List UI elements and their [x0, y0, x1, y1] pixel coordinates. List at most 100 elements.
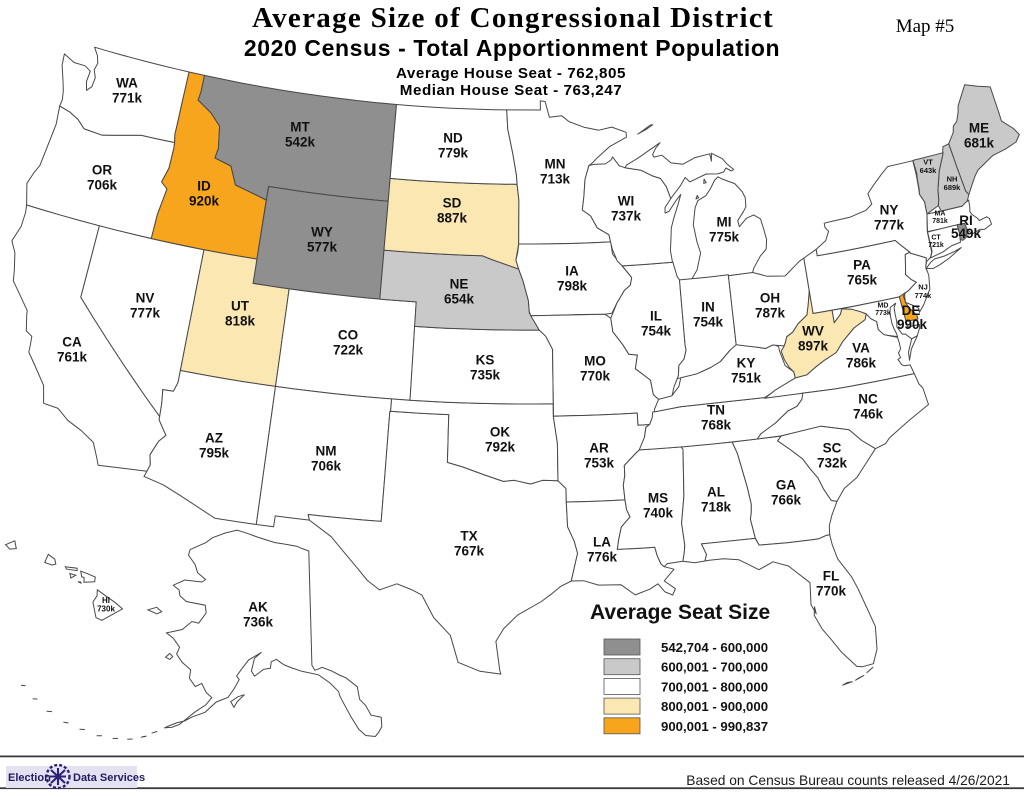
svg-text:NH: NH [947, 175, 958, 184]
svg-text:NM: NM [316, 444, 337, 459]
svg-text:767k: 767k [454, 544, 485, 559]
svg-text:WY: WY [311, 225, 333, 240]
svg-text:798k: 798k [557, 279, 588, 294]
svg-text:2020 Census - Total Apportionm: 2020 Census - Total Apportionment Popula… [244, 35, 780, 61]
svg-text:774k: 774k [915, 291, 933, 300]
svg-text:730k: 730k [97, 605, 115, 614]
svg-text:761k: 761k [57, 350, 88, 365]
svg-text:AR: AR [589, 441, 609, 456]
svg-text:ID: ID [197, 179, 211, 194]
svg-text:MD: MD [878, 302, 889, 309]
svg-text:Average Seat Size: Average Seat Size [590, 601, 770, 624]
svg-text:781k: 781k [932, 218, 948, 225]
svg-text:ND: ND [443, 131, 463, 146]
svg-text:MT: MT [290, 120, 310, 135]
svg-text:746k: 746k [853, 407, 884, 422]
svg-text:737k: 737k [611, 209, 642, 224]
svg-text:ME: ME [969, 121, 989, 136]
svg-text:VT: VT [923, 158, 933, 167]
svg-text:AK: AK [248, 600, 268, 615]
svg-text:Median House Seat - 763,247: Median House Seat - 763,247 [400, 82, 623, 99]
svg-text:CO: CO [338, 328, 358, 343]
svg-text:NC: NC [858, 392, 878, 407]
svg-text:Map #5: Map #5 [896, 16, 955, 37]
svg-text:MI: MI [717, 215, 732, 230]
svg-text:800,001 - 900,000: 800,001 - 900,000 [661, 699, 768, 714]
svg-text:GA: GA [776, 478, 797, 493]
svg-text:643k: 643k [920, 166, 938, 175]
svg-text:753k: 753k [584, 456, 615, 471]
svg-text:897k: 897k [798, 339, 829, 354]
svg-text:776k: 776k [587, 550, 618, 565]
svg-text:RI: RI [959, 213, 973, 228]
svg-text:KY: KY [737, 356, 756, 371]
svg-text:732k: 732k [817, 456, 848, 471]
svg-text:773k: 773k [875, 310, 891, 317]
svg-text:DE: DE [902, 303, 921, 318]
svg-text:900,001 - 990,837: 900,001 - 990,837 [661, 719, 768, 734]
svg-text:VA: VA [852, 341, 870, 356]
svg-text:IA: IA [565, 264, 579, 279]
svg-text:681k: 681k [964, 136, 995, 151]
svg-text:Data Services: Data Services [73, 772, 145, 784]
svg-text:779k: 779k [438, 146, 469, 161]
svg-text:765k: 765k [847, 273, 878, 288]
svg-text:770k: 770k [816, 584, 847, 599]
svg-text:777k: 777k [874, 218, 905, 233]
svg-text:721k: 721k [928, 242, 944, 249]
svg-text:OH: OH [760, 291, 780, 306]
svg-text:777k: 777k [130, 306, 161, 321]
svg-text:990k: 990k [897, 317, 928, 332]
svg-text:689k: 689k [944, 183, 962, 192]
svg-text:770k: 770k [580, 369, 611, 384]
svg-text:PA: PA [853, 258, 871, 273]
svg-text:600,001 - 700,000: 600,001 - 700,000 [661, 660, 768, 675]
svg-text:775k: 775k [709, 230, 740, 245]
svg-text:735k: 735k [470, 368, 501, 383]
svg-text:542,704 - 600,000: 542,704 - 600,000 [661, 640, 768, 655]
svg-text:754k: 754k [693, 315, 724, 330]
svg-text:CT: CT [931, 234, 941, 241]
svg-text:706k: 706k [87, 178, 118, 193]
svg-text:654k: 654k [444, 292, 475, 307]
svg-text:700,001 - 800,000: 700,001 - 800,000 [661, 679, 768, 694]
svg-text:795k: 795k [199, 446, 230, 461]
svg-text:OR: OR [92, 163, 113, 178]
svg-text:TN: TN [707, 403, 725, 418]
svg-text:MS: MS [648, 491, 668, 506]
svg-text:NE: NE [450, 277, 469, 292]
svg-text:NY: NY [880, 203, 899, 218]
svg-text:Based on Census Bureau counts: Based on Census Bureau counts released 4… [686, 773, 1010, 788]
svg-text:HI: HI [102, 596, 110, 605]
svg-text:768k: 768k [701, 418, 732, 433]
svg-text:736k: 736k [243, 615, 274, 630]
svg-text:Average Size of Congressional: Average Size of Congressional District [252, 2, 774, 34]
svg-text:751k: 751k [731, 371, 762, 386]
svg-text:713k: 713k [540, 172, 571, 187]
svg-text:WA: WA [116, 76, 138, 91]
svg-text:740k: 740k [643, 506, 674, 521]
svg-text:WV: WV [802, 324, 824, 339]
svg-text:754k: 754k [641, 324, 672, 339]
svg-text:766k: 766k [771, 493, 802, 508]
svg-text:OK: OK [490, 425, 511, 440]
svg-text:792k: 792k [485, 440, 516, 455]
svg-text:CA: CA [62, 335, 82, 350]
svg-text:MN: MN [545, 157, 566, 172]
svg-text:577k: 577k [307, 240, 338, 255]
svg-text:542k: 542k [285, 135, 316, 150]
svg-text:SD: SD [443, 196, 462, 211]
svg-text:722k: 722k [333, 343, 364, 358]
svg-text:NJ: NJ [918, 283, 928, 292]
svg-text:AZ: AZ [205, 431, 223, 446]
svg-text:MO: MO [584, 354, 606, 369]
svg-text:771k: 771k [112, 91, 143, 106]
svg-text:887k: 887k [437, 211, 468, 226]
svg-text:787k: 787k [755, 306, 786, 321]
svg-text:FL: FL [823, 569, 840, 584]
svg-text:549k: 549k [951, 226, 982, 241]
svg-text:NV: NV [136, 291, 155, 306]
svg-text:920k: 920k [189, 194, 220, 209]
svg-text:WI: WI [618, 194, 635, 209]
svg-text:SC: SC [823, 441, 842, 456]
